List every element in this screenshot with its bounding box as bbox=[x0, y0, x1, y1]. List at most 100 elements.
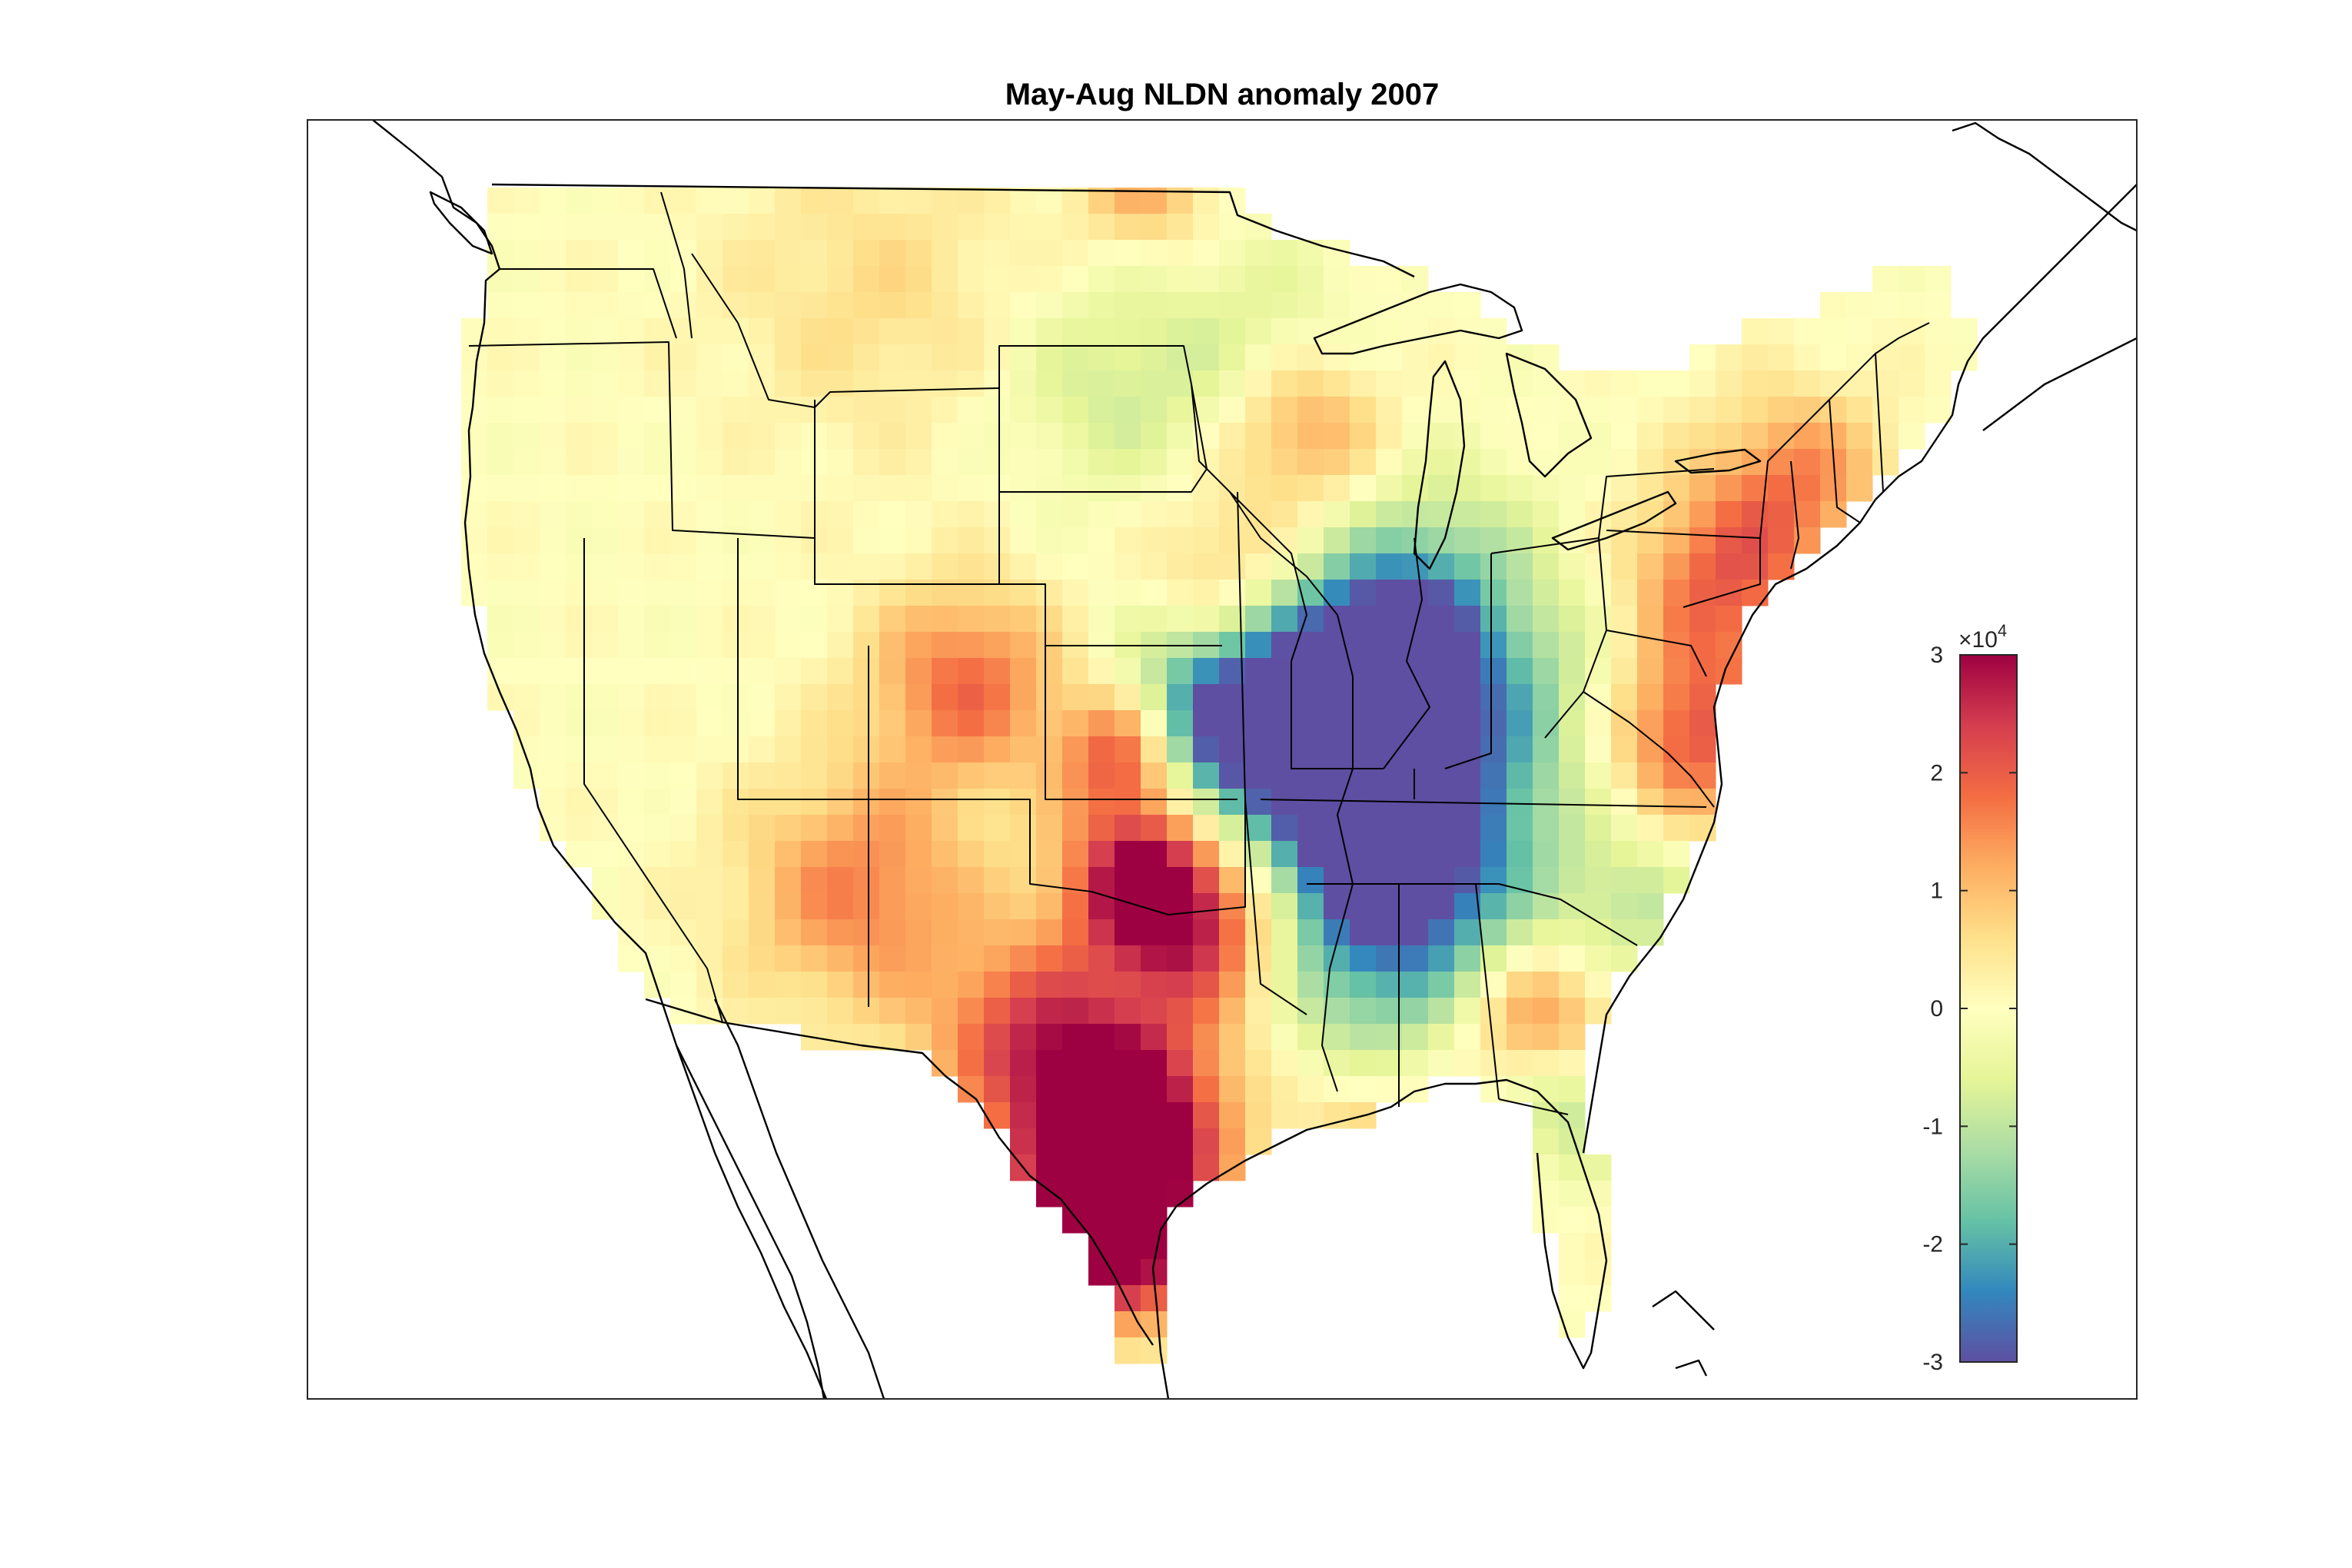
anomaly-cell bbox=[958, 344, 985, 371]
anomaly-cell bbox=[984, 344, 1011, 371]
anomaly-cell bbox=[1167, 945, 1194, 972]
anomaly-cell bbox=[749, 344, 776, 371]
anomaly-cell bbox=[513, 318, 540, 345]
anomaly-cell bbox=[1297, 475, 1324, 502]
anomaly-cell bbox=[618, 736, 645, 763]
anomaly-cell bbox=[540, 606, 566, 633]
anomaly-cell bbox=[1062, 710, 1089, 737]
anomaly-cell bbox=[1115, 1259, 1141, 1286]
anomaly-cell bbox=[801, 632, 828, 659]
anomaly-cell bbox=[1585, 945, 1612, 972]
anomaly-cell bbox=[1271, 998, 1298, 1025]
anomaly-cell bbox=[801, 266, 828, 293]
anomaly-cell bbox=[723, 632, 749, 659]
anomaly-cell bbox=[879, 841, 906, 868]
anomaly-cell bbox=[1036, 1102, 1063, 1129]
anomaly-cell bbox=[1794, 475, 1821, 502]
anomaly-cell bbox=[1454, 945, 1481, 972]
anomaly-cell bbox=[958, 684, 985, 711]
anomaly-cell bbox=[1245, 1024, 1272, 1051]
anomaly-cell bbox=[1585, 475, 1612, 502]
anomaly-cell bbox=[1507, 710, 1533, 737]
anomaly-cell bbox=[775, 789, 802, 816]
anomaly-cell bbox=[749, 945, 776, 972]
anomaly-cell bbox=[749, 867, 776, 894]
anomaly-cell bbox=[696, 789, 723, 816]
anomaly-cell bbox=[1350, 397, 1377, 424]
anomaly-cell bbox=[1271, 658, 1298, 685]
anomaly-cell bbox=[932, 318, 958, 345]
anomaly-cell bbox=[513, 214, 540, 241]
anomaly-cell bbox=[1350, 449, 1377, 476]
anomaly-cell bbox=[1350, 292, 1377, 319]
anomaly-cell bbox=[1297, 736, 1324, 763]
anomaly-cell bbox=[1716, 527, 1742, 554]
anomaly-cell bbox=[749, 240, 776, 267]
colorbar: ×104 3 2 1 0 -1 -2 -3 bbox=[1922, 621, 2018, 1375]
anomaly-cell bbox=[1141, 344, 1168, 371]
anomaly-cell bbox=[1689, 736, 1716, 763]
anomaly-cell bbox=[1245, 318, 1272, 345]
anomaly-cell bbox=[1925, 397, 1952, 424]
anomaly-cell bbox=[958, 789, 985, 816]
anomaly-cell bbox=[801, 684, 828, 711]
anomaly-cell bbox=[1533, 397, 1560, 424]
anomaly-cell bbox=[1611, 370, 1638, 397]
anomaly-cell bbox=[723, 501, 749, 528]
anomaly-cell bbox=[1245, 998, 1272, 1025]
anomaly-cell bbox=[749, 684, 776, 711]
colorbar-tick-label: 1 bbox=[1930, 879, 1943, 904]
anomaly-cell bbox=[592, 397, 619, 424]
anomaly-cell bbox=[958, 423, 985, 450]
anomaly-cell bbox=[1036, 475, 1063, 502]
anomaly-cell bbox=[775, 762, 802, 789]
anomaly-cell bbox=[1219, 1128, 1246, 1155]
anomaly-cell bbox=[1559, 998, 1586, 1025]
anomaly-cell bbox=[1193, 736, 1220, 763]
anomaly-cell bbox=[1454, 580, 1481, 606]
anomaly-cell bbox=[1010, 344, 1037, 371]
anomaly-cell bbox=[1324, 1024, 1350, 1051]
anomaly-cell bbox=[1088, 423, 1115, 450]
anomaly-cell bbox=[1376, 1024, 1403, 1051]
anomaly-cell bbox=[1637, 475, 1664, 502]
anomaly-cell bbox=[1846, 475, 1873, 502]
anomaly-cell bbox=[1297, 710, 1324, 737]
anomaly-cell bbox=[1533, 919, 1560, 946]
anomaly-cell bbox=[1480, 423, 1507, 450]
anomaly-cell bbox=[801, 658, 828, 685]
anomaly-cell bbox=[1585, 998, 1612, 1025]
anomaly-cell bbox=[1245, 423, 1272, 450]
anomaly-cell bbox=[1167, 553, 1194, 580]
anomaly-cell bbox=[1271, 240, 1298, 267]
anomaly-cell bbox=[1271, 344, 1298, 371]
anomaly-cell bbox=[827, 553, 854, 580]
anomaly-cell bbox=[801, 214, 828, 241]
anomaly-cell bbox=[1507, 789, 1533, 816]
anomaly-cell bbox=[1088, 397, 1115, 424]
anomaly-cell bbox=[749, 919, 776, 946]
anomaly-grid bbox=[461, 188, 1978, 1364]
anomaly-cell bbox=[1428, 475, 1455, 502]
anomaly-cell bbox=[1115, 684, 1141, 711]
anomaly-cell bbox=[749, 475, 776, 502]
anomaly-cell bbox=[566, 553, 593, 580]
anomaly-cell bbox=[1141, 370, 1168, 397]
anomaly-cell bbox=[1689, 553, 1716, 580]
anomaly-cell bbox=[827, 867, 854, 894]
anomaly-cell bbox=[513, 632, 540, 659]
anomaly-cell bbox=[1428, 710, 1455, 737]
anomaly-cell bbox=[1245, 344, 1272, 371]
anomaly-cell bbox=[1454, 972, 1481, 998]
anomaly-cell bbox=[1193, 501, 1220, 528]
anomaly-cell bbox=[1324, 475, 1350, 502]
anomaly-cell bbox=[1480, 841, 1507, 868]
anomaly-cell bbox=[644, 815, 671, 842]
anomaly-cell bbox=[1245, 1050, 1272, 1077]
anomaly-cell bbox=[1585, 815, 1612, 842]
anomaly-cell bbox=[1480, 736, 1507, 763]
anomaly-cell bbox=[1324, 318, 1350, 345]
anomaly-cell bbox=[853, 867, 880, 894]
anomaly-cell bbox=[984, 292, 1011, 319]
anomaly-cell bbox=[1402, 1050, 1429, 1077]
